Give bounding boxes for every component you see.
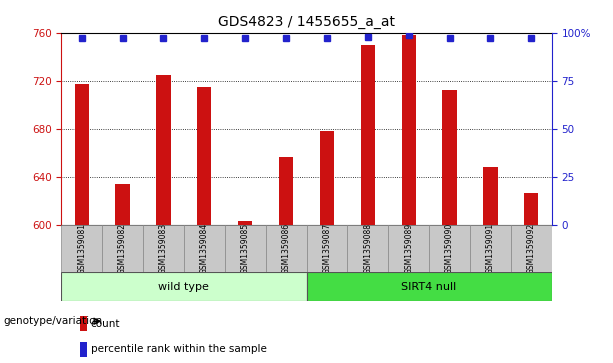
Text: wild type: wild type	[159, 282, 209, 292]
Text: GSM1359092: GSM1359092	[527, 223, 536, 274]
Bar	[80, 342, 87, 357]
Bar	[320, 131, 334, 225]
Text: SIRT4 null: SIRT4 null	[402, 282, 457, 292]
Text: GSM1359083: GSM1359083	[159, 223, 168, 274]
Text: count: count	[91, 319, 120, 329]
Bar	[80, 316, 87, 331]
Bar	[184, 225, 225, 272]
Bar	[524, 193, 538, 225]
Bar	[360, 45, 375, 225]
Text: genotype/variation: genotype/variation	[3, 316, 102, 326]
Bar	[225, 225, 265, 272]
Title: GDS4823 / 1455655_a_at: GDS4823 / 1455655_a_at	[218, 15, 395, 29]
Bar	[348, 225, 388, 272]
Text: GSM1359091: GSM1359091	[486, 223, 495, 274]
Bar	[61, 272, 306, 301]
Bar	[61, 225, 102, 272]
Text: GSM1359082: GSM1359082	[118, 223, 127, 274]
Bar	[511, 225, 552, 272]
Text: GSM1359089: GSM1359089	[404, 223, 413, 274]
Text: GSM1359087: GSM1359087	[322, 223, 332, 274]
Bar	[238, 221, 253, 225]
Bar	[483, 167, 498, 225]
Bar	[75, 84, 89, 225]
Text: GSM1359090: GSM1359090	[445, 223, 454, 274]
Bar	[197, 87, 211, 225]
Bar	[143, 225, 184, 272]
Bar	[156, 75, 170, 225]
Bar	[279, 156, 293, 225]
Bar	[470, 225, 511, 272]
Bar	[306, 225, 348, 272]
Bar	[306, 272, 552, 301]
Text: GSM1359088: GSM1359088	[364, 223, 372, 274]
Bar	[402, 35, 416, 225]
Bar	[429, 225, 470, 272]
Bar	[443, 90, 457, 225]
Bar	[388, 225, 429, 272]
Bar	[115, 184, 130, 225]
Text: GSM1359085: GSM1359085	[241, 223, 249, 274]
Text: GSM1359086: GSM1359086	[281, 223, 291, 274]
Text: GSM1359084: GSM1359084	[200, 223, 209, 274]
Bar	[265, 225, 306, 272]
Bar	[102, 225, 143, 272]
Text: GSM1359081: GSM1359081	[77, 223, 86, 274]
Text: percentile rank within the sample: percentile rank within the sample	[91, 344, 267, 354]
